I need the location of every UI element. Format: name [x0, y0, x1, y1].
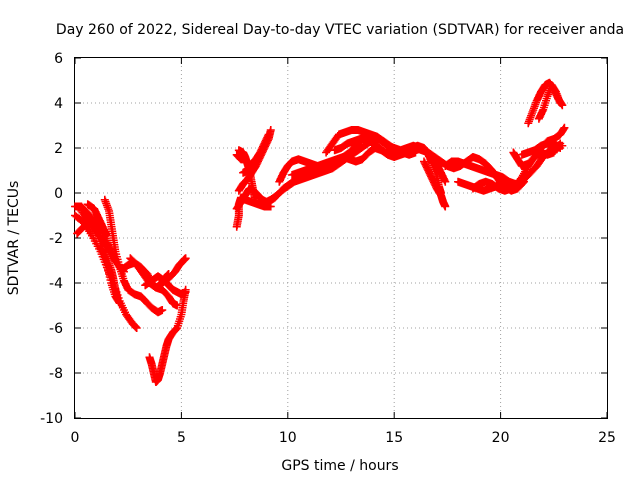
axis-ticks — [74, 57, 608, 419]
chart-title: Day 260 of 2022, Sidereal Day-to-day VTE… — [56, 22, 624, 38]
x-tick-label: 20 — [492, 430, 510, 446]
data-point — [441, 202, 450, 211]
data-point — [266, 126, 275, 134]
data-point — [379, 137, 388, 146]
data-point — [181, 285, 190, 294]
y-tick-label: -6 — [49, 321, 63, 337]
y-tick-label: -10 — [40, 411, 63, 427]
data-point — [556, 144, 565, 152]
data-point — [264, 130, 273, 139]
y-tick-label: 6 — [54, 51, 63, 67]
data-point — [181, 254, 190, 263]
plot-frame — [74, 57, 608, 419]
data-point — [241, 155, 250, 164]
x-tick-label: 0 — [71, 430, 80, 446]
data-point — [132, 324, 141, 332]
x-tick-label: 10 — [279, 430, 297, 446]
y-tick-label: 0 — [54, 186, 63, 202]
y-tick-label: 2 — [54, 141, 63, 157]
x-tick-label: 25 — [598, 430, 616, 446]
data-point — [441, 177, 450, 186]
y-tick-labels: -10 -8 -6 -4 -2 0 2 4 6 — [40, 51, 63, 427]
data-point — [115, 299, 124, 308]
y-tick-label: -4 — [49, 276, 63, 292]
data-point — [113, 294, 122, 303]
data-point — [556, 99, 565, 107]
x-tick-label: 15 — [385, 430, 403, 446]
y-axis-label: SDTVAR / TECUs — [6, 181, 22, 296]
data-point — [560, 123, 569, 132]
data-point — [437, 189, 446, 197]
x-axis-label: GPS time / hours — [281, 458, 398, 474]
data-points — [71, 78, 569, 386]
data-point — [251, 198, 260, 206]
data-point — [158, 306, 167, 314]
y-tick-label: 4 — [54, 96, 63, 112]
x-tick-label: 5 — [177, 430, 186, 446]
y-tick-label: -2 — [49, 231, 63, 247]
y-tick-label: -8 — [49, 366, 63, 382]
x-tick-labels: 0 5 10 15 20 25 — [71, 430, 616, 446]
